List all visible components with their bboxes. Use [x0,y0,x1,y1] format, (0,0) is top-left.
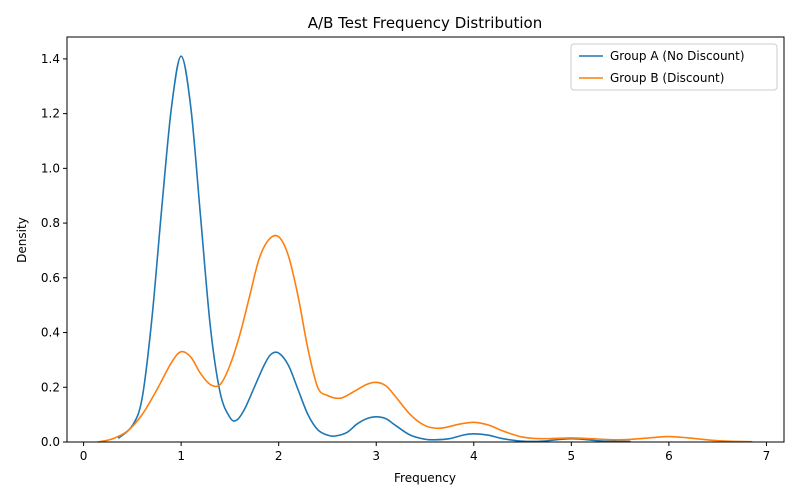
y-tick-label: 0.4 [41,326,60,340]
y-tick-label: 1.4 [41,52,60,66]
legend-label-group-a: Group A (No Discount) [610,49,745,63]
y-tick-label: 0.2 [41,380,60,394]
y-tick-label: 0.0 [41,435,60,449]
series-line-group-a [117,55,631,443]
x-tick-label: 6 [665,449,673,463]
x-tick-label: 7 [763,449,771,463]
x-tick-label: 5 [568,449,576,463]
y-tick-label: 0.6 [41,271,60,285]
chart-title: A/B Test Frequency Distribution [308,14,542,32]
x-tick-label: 1 [177,449,185,463]
legend-label-group-b: Group B (Discount) [610,71,724,85]
legend-box [570,43,778,91]
x-tick-label: 2 [275,449,283,463]
x-tick-label: 4 [470,449,478,463]
x-tick-label: 3 [372,449,380,463]
plot-layer: 0 1 2 3 4 5 6 7 0.0 0.2 0.4 0.6 0.8 1.0 1.2 1.4 [41,52,770,463]
y-tick-label: 1.2 [41,107,60,121]
x-tick-label: 0 [80,449,88,463]
plot-frame [66,36,785,443]
y-tick-label: 0.8 [41,216,60,230]
y-axis-label: Density [15,217,29,263]
x-axis-label: Frequency [394,471,456,485]
series-line-group-b [97,234,753,443]
y-tick-label: 1.0 [41,161,60,175]
legend: Group A (No Discount) Group B (Discount) [570,43,778,91]
